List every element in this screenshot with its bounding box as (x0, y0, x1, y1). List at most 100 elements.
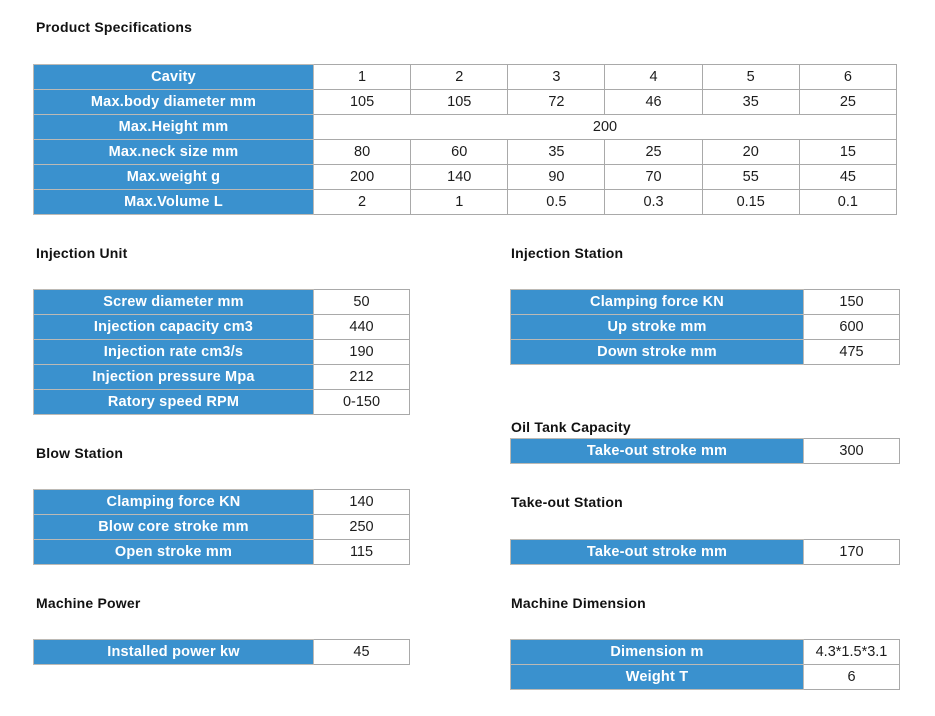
section-title-injection-station: Injection Station (511, 245, 624, 261)
row-label: Cavity (33, 64, 314, 90)
value-cell: 35 (701, 89, 800, 115)
table-row: Max.body diameter mm 105 105 72 46 35 25 (33, 89, 898, 115)
value-cell: 2 (312, 189, 412, 215)
takeout-station-table: Take-out stroke mm 170 (510, 539, 900, 565)
section-title-injection-unit: Injection Unit (36, 245, 128, 261)
value-cell: 1 (312, 64, 412, 90)
table-row: Up stroke mm 600 (510, 314, 900, 340)
value-cell: 45 (798, 164, 898, 190)
section-title-machine-power: Machine Power (36, 595, 141, 611)
value-cell: 80 (312, 139, 412, 165)
row-label: Max.body diameter mm (33, 89, 314, 115)
table-row: Cavity 1 2 3 4 5 6 (33, 64, 898, 90)
blow-station-table: Clamping force KN 140 Blow core stroke m… (33, 489, 410, 565)
row-label: Clamping force KN (510, 289, 804, 315)
value-cell: 35 (507, 139, 606, 165)
value-cell: 0.5 (507, 189, 606, 215)
row-label: Dimension m (510, 639, 804, 665)
section-title-blow-station: Blow Station (36, 445, 124, 461)
row-label: Injection capacity cm3 (33, 314, 314, 340)
section-title-takeout-station: Take-out Station (511, 494, 623, 510)
table-row: Clamping force KN 150 (510, 289, 900, 315)
table-row: Max.Volume L 2 1 0.5 0.3 0.15 0.1 (33, 189, 898, 215)
row-value: 300 (803, 438, 900, 464)
row-value: 115 (313, 539, 410, 565)
section-title-oil-tank-capacity: Oil Tank Capacity (511, 419, 631, 435)
table-row: Injection rate cm3/s 190 (33, 339, 410, 365)
row-value: 170 (803, 539, 900, 565)
value-cell: 90 (507, 164, 606, 190)
table-row: Max.Height mm 200 (33, 114, 897, 140)
row-label: Ratory speed RPM (33, 389, 314, 415)
row-label: Down stroke mm (510, 339, 804, 365)
value-cell: 200 (312, 164, 412, 190)
value-cell: 25 (604, 139, 703, 165)
value-cell: 105 (410, 89, 509, 115)
table-row: Take-out stroke mm 170 (510, 539, 900, 565)
row-value: 475 (803, 339, 900, 365)
product-spec-table: Cavity 1 2 3 4 5 6 Max.body diameter mm … (33, 64, 898, 215)
value-cell: 1 (410, 189, 509, 215)
value-cell: 15 (798, 139, 898, 165)
oil-tank-capacity-table: Take-out stroke mm 300 (510, 438, 900, 464)
table-row: Ratory speed RPM 0-150 (33, 389, 410, 415)
value-cell: 70 (604, 164, 703, 190)
table-row: Injection pressure Mpa 212 (33, 364, 410, 390)
row-value: 600 (803, 314, 900, 340)
table-row: Screw diameter mm 50 (33, 289, 410, 315)
row-label: Max.Height mm (33, 114, 314, 140)
table-row: Injection capacity cm3 440 (33, 314, 410, 340)
value-cell: 0.15 (701, 189, 800, 215)
table-row: Clamping force KN 140 (33, 489, 410, 515)
table-row: Blow core stroke mm 250 (33, 514, 410, 540)
value-cell: 55 (701, 164, 800, 190)
row-label: Max.weight g (33, 164, 314, 190)
table-row: Installed power kw 45 (33, 639, 410, 665)
row-label: Max.Volume L (33, 189, 314, 215)
row-label: Clamping force KN (33, 489, 314, 515)
row-value: 6 (803, 664, 900, 690)
row-label: Take-out stroke mm (510, 438, 804, 464)
value-cell: 0.3 (604, 189, 703, 215)
row-value: 190 (313, 339, 410, 365)
machine-dimension-table: Dimension m 4.3*1.5*3.1 Weight T 6 (510, 639, 900, 690)
value-cell: 140 (410, 164, 509, 190)
value-cell: 25 (798, 89, 898, 115)
value-cell: 3 (507, 64, 606, 90)
row-label: Up stroke mm (510, 314, 804, 340)
value-cell: 6 (798, 64, 898, 90)
row-label: Blow core stroke mm (33, 514, 314, 540)
table-row: Max.neck size mm 80 60 35 25 20 15 (33, 139, 898, 165)
section-title-machine-dimension: Machine Dimension (511, 595, 646, 611)
value-cell: 60 (410, 139, 509, 165)
value-cell: 20 (701, 139, 800, 165)
value-cell: 5 (701, 64, 800, 90)
row-label: Injection pressure Mpa (33, 364, 314, 390)
row-value: 212 (313, 364, 410, 390)
value-cell: 46 (604, 89, 703, 115)
row-value: 150 (803, 289, 900, 315)
row-value: 45 (313, 639, 410, 665)
table-row: Dimension m 4.3*1.5*3.1 (510, 639, 900, 665)
value-cell: 0.1 (798, 189, 898, 215)
row-value: 4.3*1.5*3.1 (803, 639, 900, 665)
table-row: Open stroke mm 115 (33, 539, 410, 565)
row-label: Screw diameter mm (33, 289, 314, 315)
merged-value-cell: 200 (313, 114, 897, 140)
row-label: Open stroke mm (33, 539, 314, 565)
page-title: Product Specifications (36, 19, 193, 35)
row-label: Take-out stroke mm (510, 539, 804, 565)
table-row: Max.weight g 200 140 90 70 55 45 (33, 164, 898, 190)
row-value: 250 (313, 514, 410, 540)
row-value: 440 (313, 314, 410, 340)
machine-power-table: Installed power kw 45 (33, 639, 410, 665)
row-label: Injection rate cm3/s (33, 339, 314, 365)
row-label: Installed power kw (33, 639, 314, 665)
table-row: Down stroke mm 475 (510, 339, 900, 365)
row-label: Weight T (510, 664, 804, 690)
value-cell: 4 (604, 64, 703, 90)
row-label: Max.neck size mm (33, 139, 314, 165)
row-value: 50 (313, 289, 410, 315)
row-value: 0-150 (313, 389, 410, 415)
